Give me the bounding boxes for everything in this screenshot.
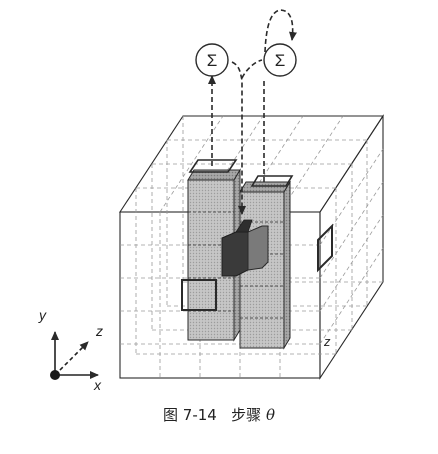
- left-column-top-cell: [188, 159, 238, 173]
- sum-node-left-symbol: Σ: [207, 51, 218, 70]
- right-column: [239, 180, 291, 350]
- arrow-center-down: [231, 61, 246, 215]
- axes-origin: [50, 370, 60, 380]
- arrow-cross-link: [241, 59, 263, 79]
- y-axis-label: y: [38, 307, 47, 323]
- arrow-loop-back: [264, 9, 297, 53]
- figure-caption: 图 7-14 步骤 θ: [0, 404, 438, 425]
- highlight-cell-left: [181, 279, 217, 311]
- sum-node-left: Σ: [195, 43, 229, 77]
- right-column-top-cell: [250, 175, 294, 187]
- sum-node-right: Σ: [263, 43, 297, 77]
- figure-number: 图 7-14: [163, 406, 217, 424]
- highlight-cell-right: [317, 223, 333, 273]
- z-axis-label: z: [95, 323, 103, 339]
- sum-node-right-symbol: Σ: [275, 51, 286, 70]
- x-axis-label: x: [93, 377, 102, 393]
- z-axis-arrow: [54, 341, 89, 376]
- signal-arrows: [208, 9, 297, 215]
- caption-title: 步骤: [231, 406, 262, 424]
- center-blocks: [221, 219, 269, 277]
- caption-symbol: θ: [265, 406, 275, 424]
- axes-indicator: [51, 331, 99, 379]
- grid-depth-label: z: [323, 334, 331, 349]
